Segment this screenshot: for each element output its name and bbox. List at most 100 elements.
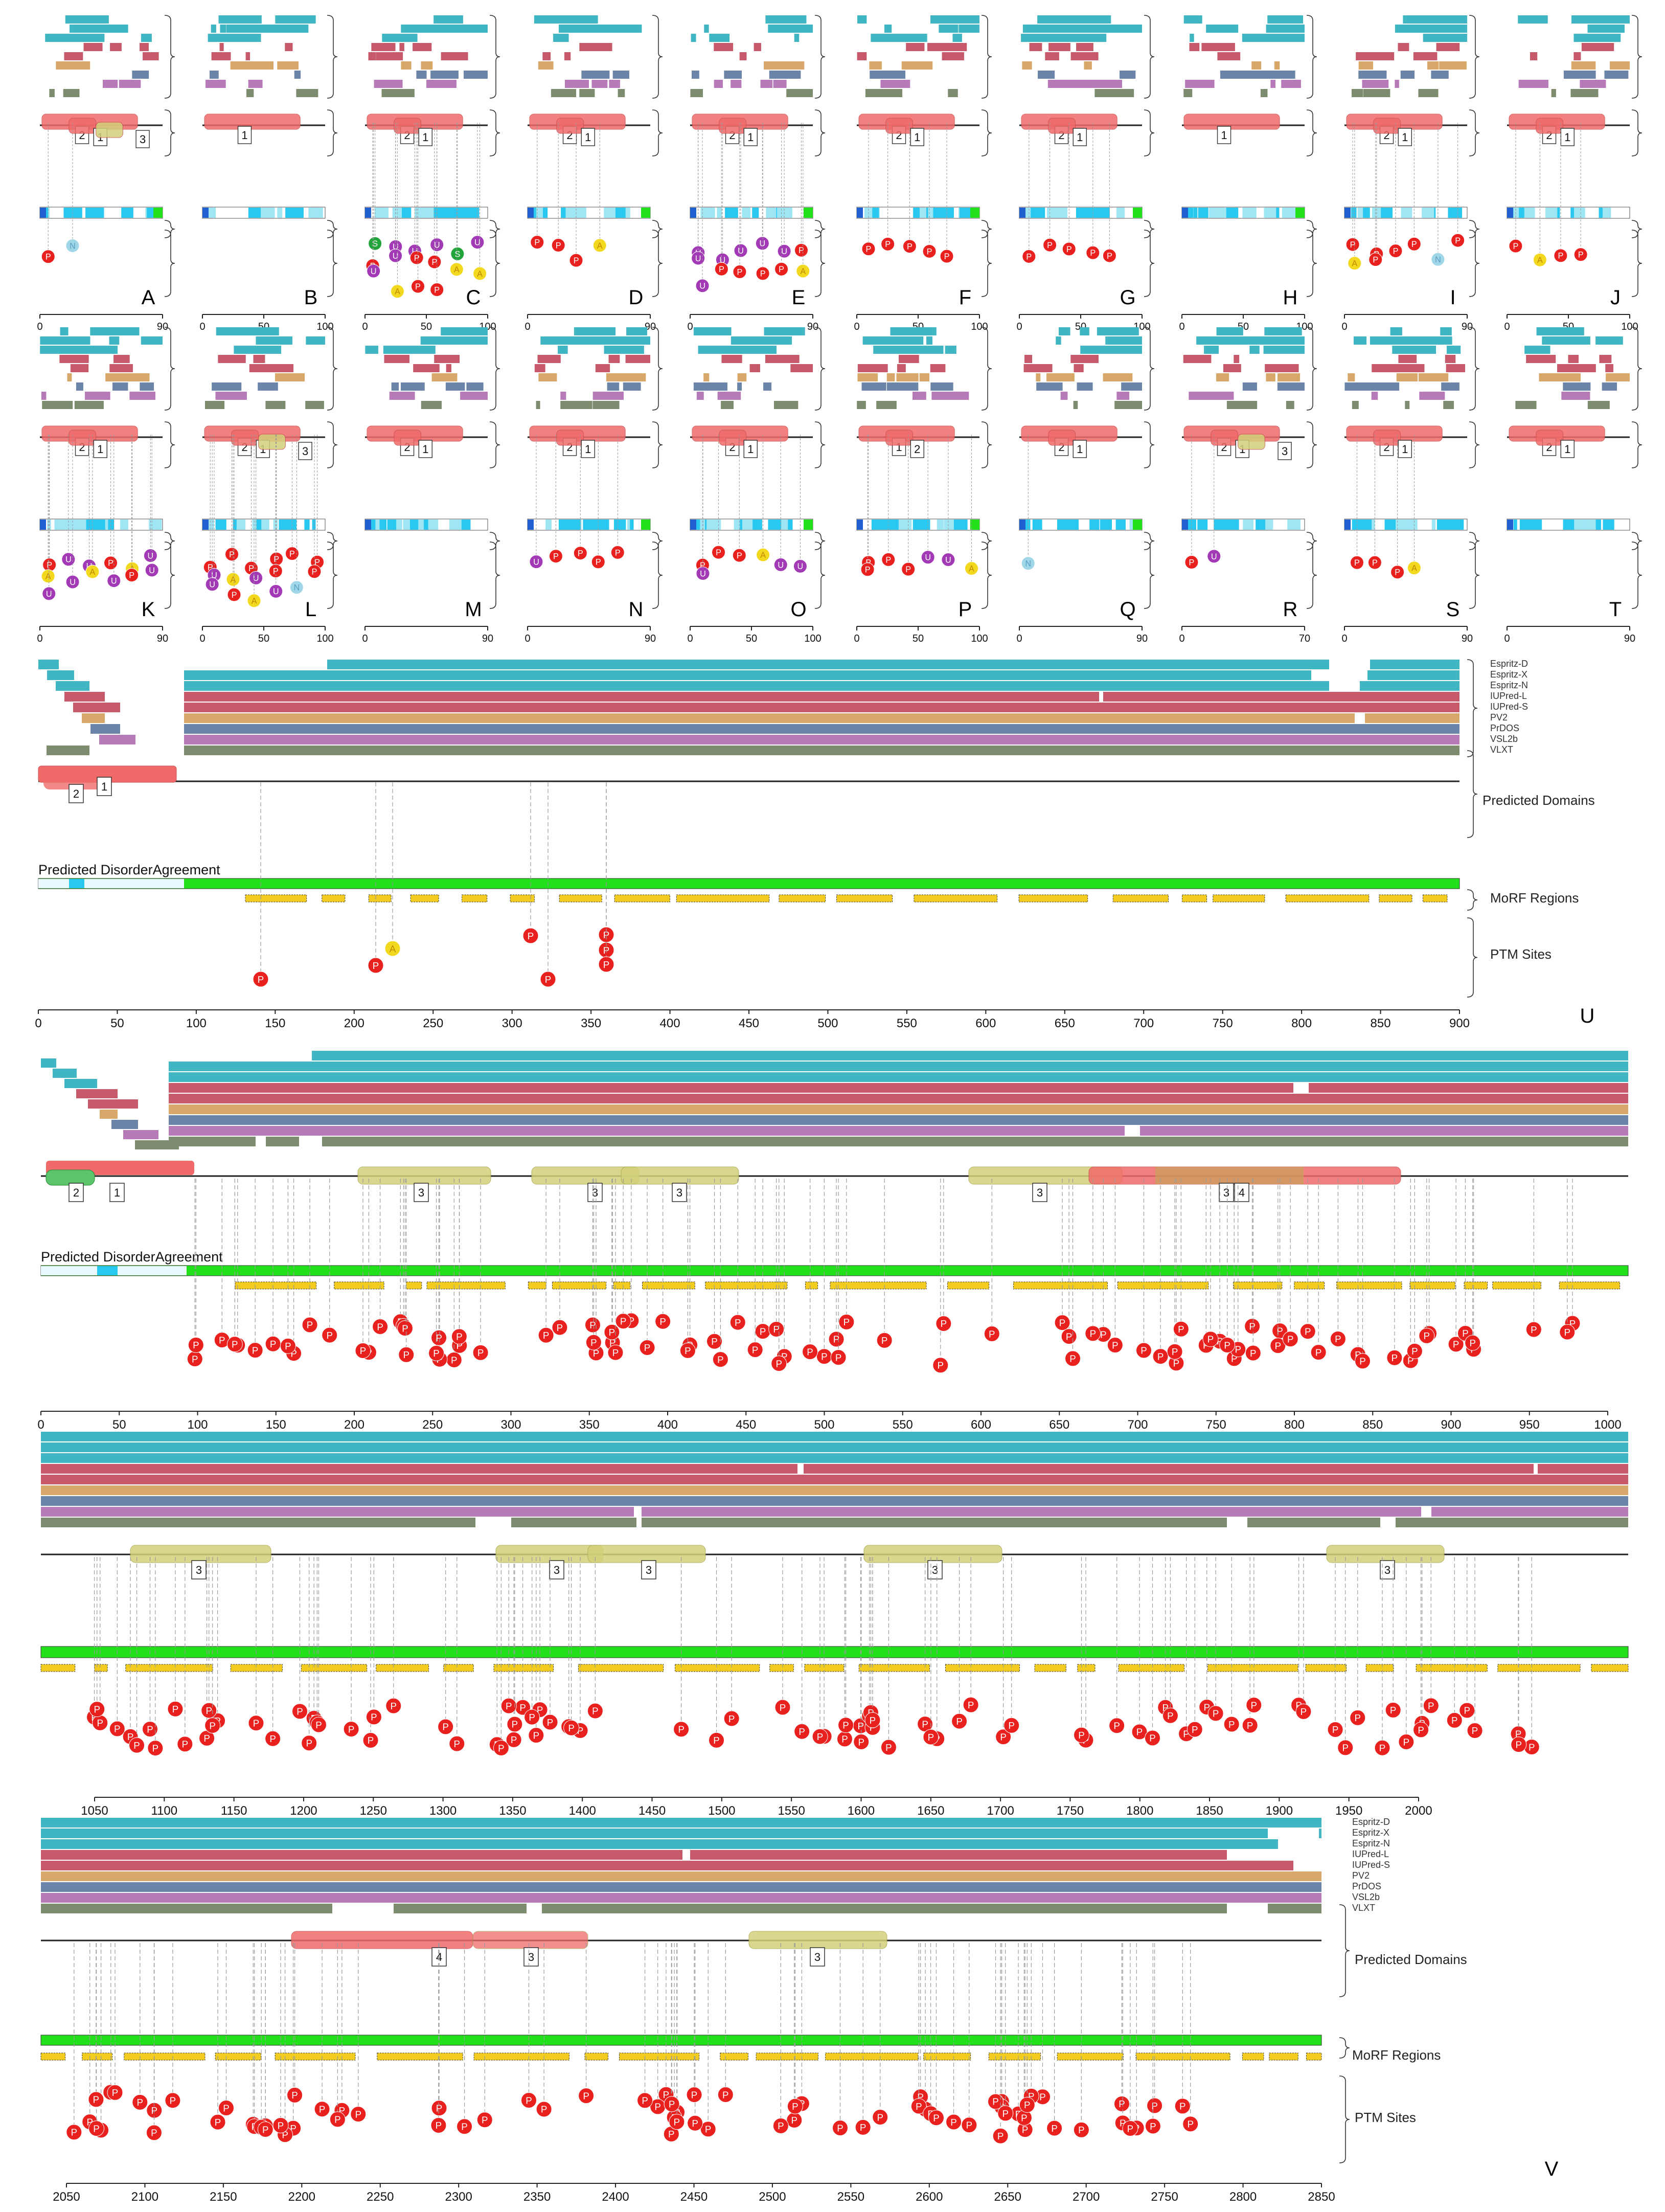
ptm-site-letter: P [326,1330,333,1341]
ptm-site-marker: P [1207,1705,1224,1722]
track-label-ptm: PTM Sites [1490,946,1552,962]
agreement-segment [1242,208,1257,218]
ptm-site-marker: P [774,1699,791,1716]
ptm-site-letter: P [938,1360,944,1371]
predictor-bar [442,15,463,24]
axis-tick-label: 50 [112,1418,126,1432]
ptm-site-marker: P [493,1740,509,1756]
axis-tick-label: 90 [157,321,168,332]
agreement-segment [1100,520,1112,530]
ptm-site-letter: P [1157,1351,1164,1362]
ptm-site-marker: P [1187,1721,1203,1737]
ptm-site-marker: U [61,552,76,567]
predictor-bar [1363,89,1390,97]
predictor-bar [90,724,120,734]
ptm-site-letter: A [597,241,603,251]
track-brace [814,230,826,297]
ptm-site-marker: P [265,1336,281,1352]
ptm-site-letter: P [477,1347,484,1358]
track-brace [1306,230,1317,297]
ptm-site-marker: U [921,550,935,565]
ptm-site-circle [922,244,937,258]
agreement-segment [433,208,446,218]
predictor-gap [1227,1850,1321,1860]
predictor-legend-item: VLXT [1352,1903,1375,1913]
track-brace [652,327,663,411]
predictor-bar [741,52,747,60]
predictor-bar [626,327,648,335]
ptm-site-letter: P [1000,1731,1007,1742]
morf-region [1077,1664,1096,1672]
track-brace [1631,541,1643,609]
ptm-site-letter: P [1249,1321,1256,1332]
ptm-site-letter: P [541,2104,548,2115]
ptm-site-letter: P [133,1740,140,1751]
predictor-bar [258,382,278,391]
ptm-site-circle [923,1729,939,1745]
ptm-site-marker: P [368,957,384,974]
track-brace [1467,750,1478,838]
ptm-site-letter: P [296,1706,303,1717]
agreement-segment [961,520,968,530]
ptm-site-letter: P [1150,2121,1156,2132]
ptm-site-letter: P [956,1716,963,1727]
agreement-segment [261,520,266,530]
predictor-bar [76,382,83,391]
predictor-bar [59,336,73,345]
agreement-segment [1032,520,1038,530]
ptm-site-letter: P [519,1702,526,1713]
agreement-segment [1573,208,1585,218]
ptm-site-marker: P [573,546,587,560]
predictor-bar [1436,43,1460,51]
ptm-site-letter: P [557,1322,563,1333]
ptm-site-circle [928,2110,944,2126]
ptm-site-circle [1423,1698,1439,1714]
ptm-site-letter: P [728,1713,735,1724]
predictor-bar [135,1140,179,1149]
morf-region [94,1664,108,1672]
ptm-site-letter: P [668,2129,675,2139]
predictor-bar [884,25,892,33]
morf-region [676,894,770,902]
axis-tick-label: 700 [1133,1017,1154,1030]
predictor-bar [140,382,154,391]
morf-region [1497,1664,1581,1672]
axis-tick-label: 2300 [445,2190,472,2204]
ptm-site-circle [838,1717,854,1733]
ptm-site-letter: P [1090,1328,1097,1339]
predictor-bar [945,346,956,354]
predictor-bar [1024,355,1033,363]
ptm-site-marker: P [637,2092,653,2109]
track-brace [652,421,663,468]
ptm-site-letter: A [231,575,236,584]
ptm-site-marker: P [314,2101,330,2117]
axis-tick-label: 1700 [987,1804,1014,1818]
agreement-segment [547,520,552,530]
panel-letter: D [629,286,644,309]
ptm-site-letter: S [454,250,460,259]
predictor-bar [887,382,919,391]
panel-letter: E [792,286,806,309]
domain-label-box [1073,128,1087,146]
ptm-site-circle [384,940,401,957]
ptm-site-marker: P [988,2093,1004,2110]
agreement-segment [1256,520,1266,530]
ptm-site-marker: P [89,1701,105,1718]
ptm-site-letter: P [752,1344,759,1355]
predictor-bar [103,80,118,88]
ptm-site-letter: A [1537,256,1543,265]
track-brace [327,109,338,156]
ptm-site-marker: P [1413,1722,1429,1738]
agreement-segment [1364,208,1369,218]
agreement-segment [871,520,878,530]
axis-tick-label: 500 [817,1017,838,1030]
axis-tick-label: 0 [524,321,530,332]
ptm-site-circle [569,253,583,267]
predictor-bar [430,71,459,79]
domain-label-box [1234,1183,1249,1202]
predictor-bar [590,336,646,345]
ptm-site-letter: P [700,561,705,570]
predictor-bar [169,1104,1628,1114]
predictor-bar [1392,346,1436,354]
